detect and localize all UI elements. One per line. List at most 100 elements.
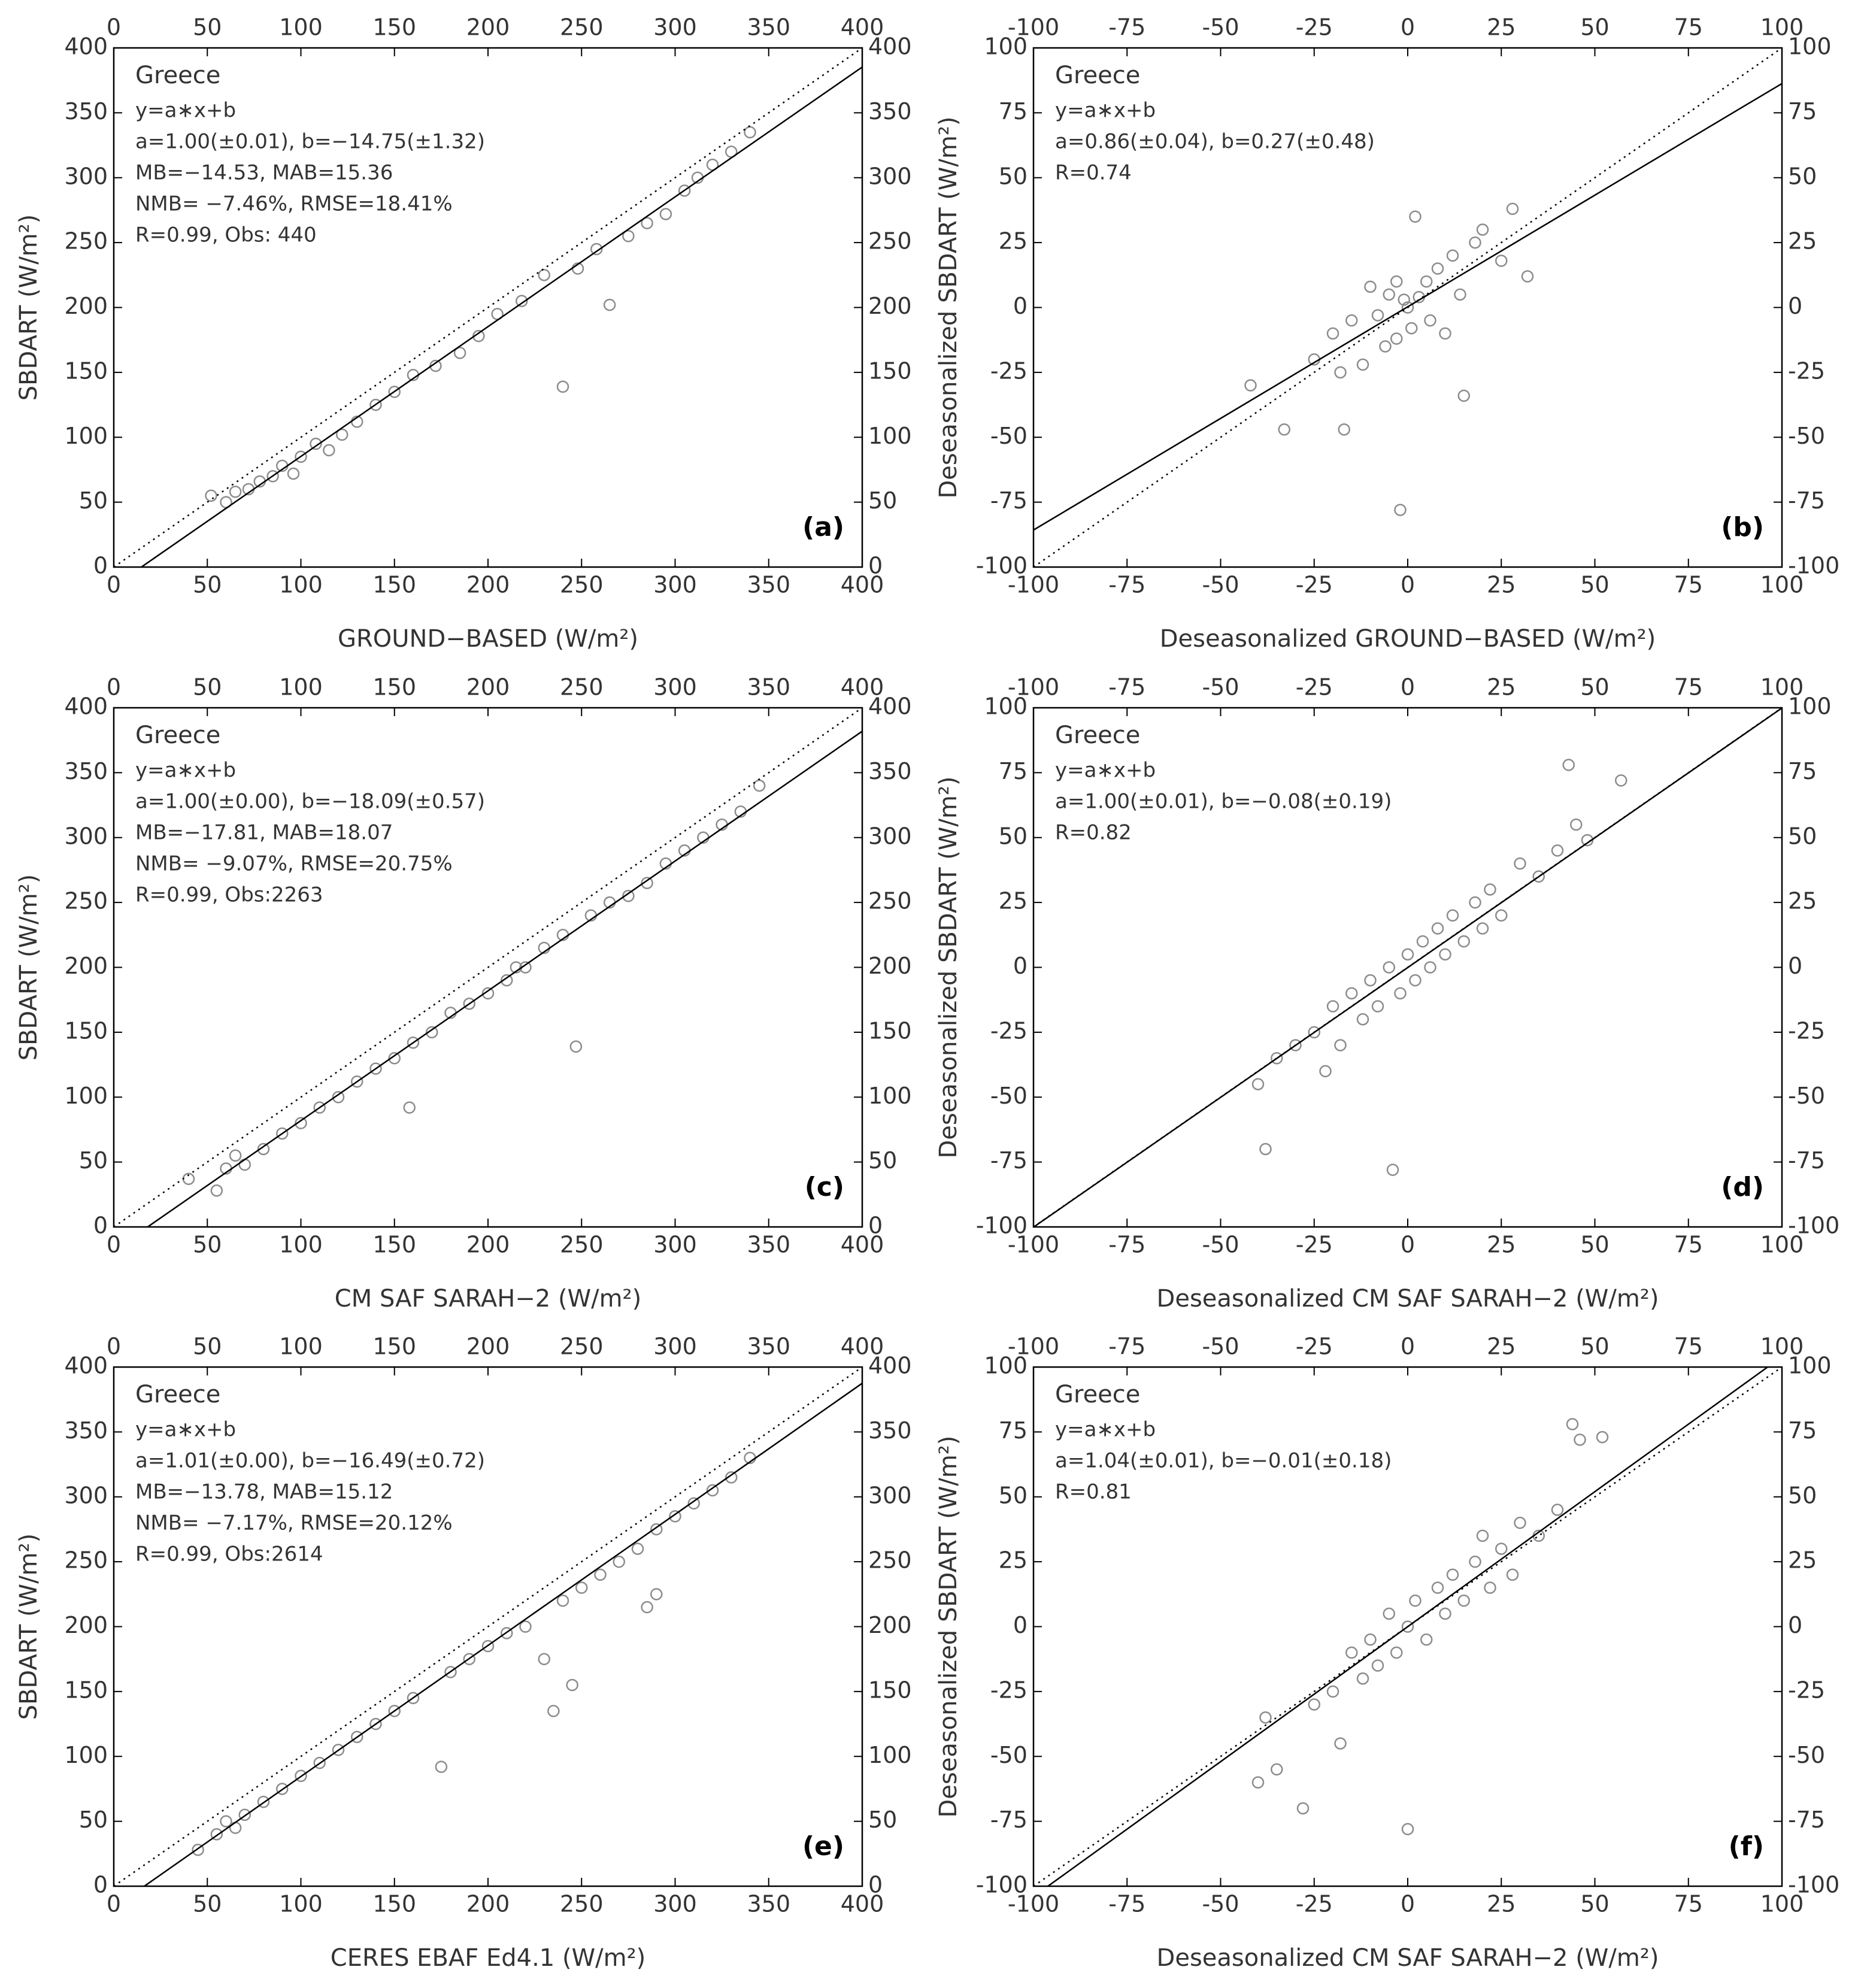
x-tick-label-top: 0 — [1401, 1334, 1415, 1360]
plot-area — [1033, 708, 1782, 1227]
point — [1495, 909, 1508, 922]
x-tick-label: 250 — [560, 1232, 604, 1258]
annotation: Greece — [1055, 1381, 1140, 1408]
x-tick-label-top: 250 — [560, 674, 604, 701]
panel: 0050501001001501502002002502503003003503… — [15, 1334, 912, 1972]
point — [501, 974, 513, 987]
point — [295, 450, 307, 463]
x-tick-label-top: -75 — [1108, 1334, 1145, 1360]
y-tick-label: 400 — [64, 1353, 108, 1379]
y-tick-label: 0 — [93, 1872, 108, 1898]
point — [463, 1653, 475, 1665]
panel-label: (f) — [1729, 1831, 1764, 1862]
point — [1457, 1594, 1470, 1607]
x-tick-label: 350 — [747, 572, 790, 598]
x-tick-label: 100 — [279, 1891, 323, 1917]
x-tick-label: 0 — [1401, 1891, 1415, 1917]
y-tick-label: 350 — [64, 758, 108, 784]
y-tick-label-right: 350 — [868, 758, 912, 784]
y-tick-label: -100 — [976, 553, 1028, 579]
x-tick-label-top: 0 — [107, 14, 121, 41]
y-tick-label-right: 250 — [868, 1547, 912, 1574]
panel-label: (b) — [1721, 512, 1764, 543]
point — [1364, 280, 1377, 293]
x-tick-label-top: 300 — [653, 14, 697, 41]
point — [1439, 327, 1451, 340]
x-tick-label-top: 100 — [279, 1334, 323, 1360]
point — [687, 1497, 700, 1510]
point — [669, 1510, 681, 1523]
plot-frame — [1032, 707, 1783, 1228]
point — [1345, 314, 1358, 327]
y-tick-label: 25 — [999, 888, 1028, 914]
point — [257, 1143, 270, 1156]
x-tick-label: 200 — [466, 572, 510, 598]
point — [1401, 1823, 1414, 1835]
point — [1446, 909, 1459, 922]
x-axis-label: Deseasonalized GROUND−BASED (W/m²) — [1160, 625, 1656, 653]
x-tick-label-top: 100 — [1760, 14, 1804, 41]
y-tick-label: 200 — [64, 293, 108, 319]
point — [313, 1101, 326, 1114]
point — [1446, 249, 1459, 262]
y-tick-label: 400 — [64, 693, 108, 720]
point — [538, 269, 550, 281]
y-tick-label-right: 250 — [868, 888, 912, 914]
point — [556, 1594, 569, 1607]
point — [323, 444, 335, 457]
y-tick-label-right: 300 — [868, 823, 912, 849]
x-tick-label-top: 200 — [466, 1334, 510, 1360]
y-tick-label: 50 — [79, 1807, 108, 1833]
point — [238, 1808, 251, 1822]
point — [1394, 504, 1407, 516]
point — [1338, 423, 1350, 436]
point — [1521, 270, 1534, 283]
point — [556, 380, 569, 393]
annotation: y=a∗x+b — [135, 759, 236, 783]
y-tick-label-right: 250 — [868, 228, 912, 254]
y-tick-label: 300 — [64, 1482, 108, 1508]
identity-line — [114, 48, 862, 567]
point — [210, 1828, 223, 1841]
y-tick-label-right: 100 — [868, 1083, 912, 1109]
x-tick-label: -75 — [1108, 1232, 1145, 1258]
point — [1551, 1504, 1564, 1516]
y-tick-label: 75 — [999, 98, 1028, 125]
point — [1289, 1039, 1302, 1051]
y-tick-label: 75 — [999, 1417, 1028, 1444]
annotation: Greece — [135, 722, 220, 749]
y-tick-label-right: 200 — [868, 293, 912, 319]
annotation: y=a∗x+b — [1055, 1418, 1156, 1442]
x-tick-label-top: -50 — [1202, 674, 1239, 701]
point — [276, 1783, 289, 1795]
point — [1271, 1051, 1283, 1065]
x-tick-label-top: 75 — [1674, 14, 1703, 41]
point — [444, 1666, 457, 1678]
point — [388, 386, 401, 398]
y-tick-label: 0 — [93, 553, 108, 579]
y-tick-label: 25 — [999, 228, 1028, 254]
y-tick-label: -25 — [990, 1017, 1028, 1044]
point — [1409, 210, 1422, 223]
y-tick-label: 200 — [64, 953, 108, 979]
point — [1356, 358, 1369, 371]
point — [1439, 1607, 1451, 1620]
annotation: y=a∗x+b — [135, 1418, 236, 1442]
x-tick-label: 250 — [560, 572, 604, 598]
point — [538, 1653, 550, 1665]
point — [229, 1822, 242, 1834]
y-tick-label: -50 — [990, 423, 1028, 449]
point — [603, 298, 616, 311]
point — [369, 398, 382, 411]
plot-frame — [1032, 1366, 1783, 1887]
fit-line — [146, 731, 862, 1227]
point — [313, 1756, 326, 1769]
x-tick-label: 350 — [747, 1891, 790, 1917]
x-tick-label-top: 350 — [747, 1334, 790, 1360]
point — [631, 1542, 644, 1555]
annotation: NMB= −7.46%, RMSE=18.41% — [135, 192, 453, 216]
annotation: MB=−17.81, MAB=18.07 — [135, 821, 393, 845]
y-tick-label: 150 — [64, 1677, 108, 1703]
y-tick-label: 100 — [64, 423, 108, 449]
